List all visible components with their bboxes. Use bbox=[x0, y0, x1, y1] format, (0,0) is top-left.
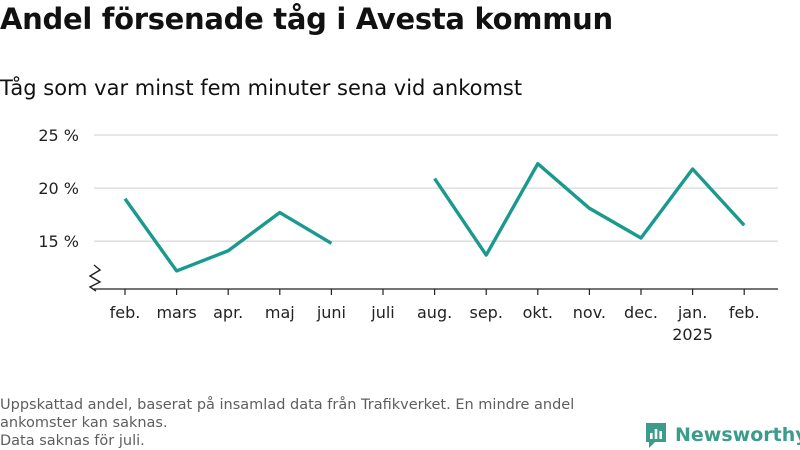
x-tick-label: nov. bbox=[573, 303, 606, 322]
x-tick-label: maj bbox=[265, 303, 295, 322]
footnote-line-2: ankomster kan saknas. bbox=[0, 415, 168, 431]
chart-subtitle: Tåg som var minst fem minuter sena vid a… bbox=[0, 76, 523, 100]
chart-title: Andel försenade tåg i Avesta kommun bbox=[0, 2, 613, 36]
x-tick-label: feb. bbox=[729, 303, 760, 322]
x-tick-label: feb. bbox=[110, 303, 141, 322]
series-line-segment bbox=[433, 161, 746, 257]
x-tick-label: aug. bbox=[417, 303, 452, 322]
footnote-line-1: Uppskattad andel, baserat på insamlad da… bbox=[0, 397, 575, 413]
axis-break-marker bbox=[88, 264, 102, 292]
series-line-segment bbox=[123, 197, 333, 273]
x-tick-label: apr. bbox=[213, 303, 243, 322]
x-tick-labels: feb. mars apr. maj juni juli aug. sep. okt. nov. d… bbox=[110, 303, 760, 344]
y-grid bbox=[94, 134, 778, 242]
y-tick-labels: 15 % 20 % 25 % bbox=[38, 126, 79, 251]
y-tick-label: 25 % bbox=[38, 126, 79, 145]
footnote-line-3: Data saknas för juli. bbox=[0, 433, 145, 449]
x-axis bbox=[94, 288, 778, 295]
y-tick-label: 15 % bbox=[38, 232, 79, 251]
newsworthy-chart-logo-icon bbox=[646, 423, 666, 448]
y-tick-label: 20 % bbox=[38, 179, 79, 198]
x-tick-label: sep. bbox=[469, 303, 502, 322]
x-tick-label: dec. bbox=[624, 303, 658, 322]
x-tick-label: jan. bbox=[677, 303, 707, 322]
line-chart: 15 % 20 % 25 % feb. mars apr. maj juni juli aug.… bbox=[38, 126, 778, 344]
x-tick-sublabel: 2025 bbox=[672, 325, 713, 344]
series-lines bbox=[123, 161, 746, 273]
footnote: Uppskattad andel, baserat på insamlad da… bbox=[0, 396, 640, 450]
x-tick-label: juni bbox=[316, 303, 346, 322]
x-tick-label: mars bbox=[156, 303, 196, 322]
axis-break-zigzag bbox=[88, 264, 102, 292]
x-tick-label: okt. bbox=[523, 303, 553, 322]
newsworthy-logo: Newsworthy bbox=[644, 420, 800, 450]
logo-text: Newsworthy bbox=[675, 424, 800, 446]
x-tick-label: juli bbox=[370, 303, 394, 322]
